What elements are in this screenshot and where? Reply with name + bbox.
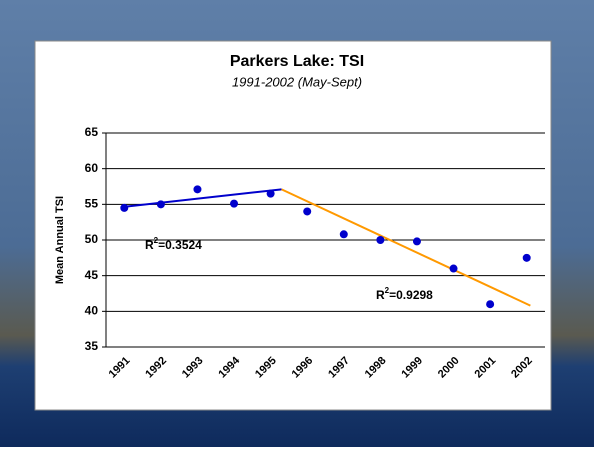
point bbox=[413, 237, 421, 245]
r-squared-label: R2=0.3524 bbox=[145, 236, 202, 252]
y-tick-label: 45 bbox=[85, 268, 99, 282]
r-squared-prefix: R bbox=[376, 288, 385, 302]
r-squared-label: R2=0.9298 bbox=[376, 286, 433, 302]
y-tick-label: 65 bbox=[85, 125, 99, 139]
chart-subtitle: 1991-2002 (May-Sept) bbox=[232, 74, 362, 89]
y-tick-label: 40 bbox=[85, 304, 99, 318]
point bbox=[157, 200, 165, 208]
y-tick-label: 55 bbox=[85, 197, 99, 211]
point bbox=[120, 204, 128, 212]
point bbox=[230, 200, 238, 208]
chart-title: Parkers Lake: TSI bbox=[230, 53, 364, 70]
point bbox=[267, 190, 275, 198]
point bbox=[523, 254, 531, 262]
point bbox=[193, 185, 201, 193]
r-squared-prefix: R bbox=[145, 238, 154, 252]
point bbox=[450, 265, 458, 273]
chart-box bbox=[35, 41, 551, 410]
point bbox=[303, 207, 311, 215]
y-axis-label: Mean Annual TSI bbox=[54, 196, 66, 284]
r-squared-value: =0.9298 bbox=[389, 288, 433, 302]
point bbox=[340, 230, 348, 238]
y-tick-label: 50 bbox=[85, 232, 99, 246]
r-squared-value: =0.3524 bbox=[158, 238, 202, 252]
point bbox=[376, 236, 384, 244]
slide: Parkers Lake: TSI 1991-2002 (May-Sept) M… bbox=[0, 0, 594, 447]
point bbox=[486, 300, 494, 308]
y-tick-label: 35 bbox=[85, 339, 99, 353]
y-tick-label: 60 bbox=[85, 161, 99, 175]
